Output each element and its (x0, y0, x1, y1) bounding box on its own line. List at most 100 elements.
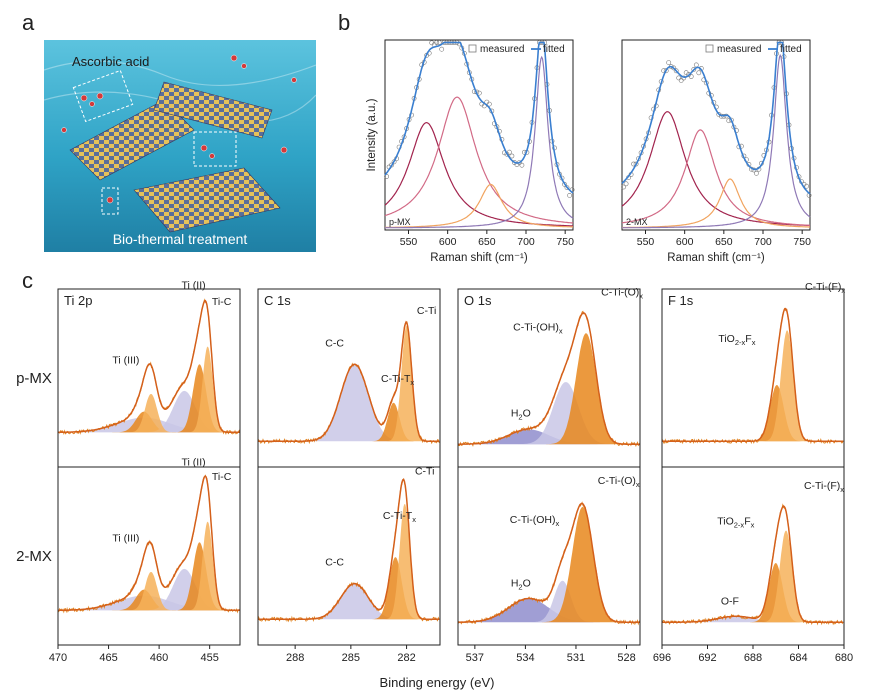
plot-frame (621, 39, 811, 231)
x-tick-label: 684 (789, 652, 807, 664)
measured-point (676, 75, 682, 81)
x-tick-label: 465 (99, 652, 117, 664)
xps-envelope-line (258, 320, 440, 442)
measured-point (519, 162, 525, 168)
fit-component-peak (384, 55, 574, 229)
peak-label: Ti (II) (182, 280, 206, 292)
x-tick-label: 470 (49, 652, 67, 664)
xps-envelope-line (258, 478, 440, 620)
x-tick-label: 696 (653, 652, 671, 664)
peak-label: C-Ti-(O)x (598, 475, 640, 489)
x-axis-label: Binding energy (eV) (380, 675, 495, 690)
x-tick-label: 550 (400, 236, 418, 248)
ascorbic-acid-label: Ascorbic acid (72, 54, 149, 69)
peak-label: C-Ti-Tx (381, 373, 414, 387)
peak-label: Ti-C (212, 471, 232, 483)
xps-region-title: C 1s (264, 293, 291, 308)
x-tick-label: 600 (676, 236, 694, 248)
peak-label: Ti (III) (112, 532, 139, 544)
measured-point (567, 192, 572, 198)
peak-label: H2O (511, 578, 531, 592)
panel-label-a: a (22, 10, 35, 35)
fit-component-peak (621, 129, 811, 226)
xps-component-peak (662, 385, 844, 442)
peak-label: C-Ti-Tx (383, 510, 416, 524)
fit-component-peak (622, 53, 811, 229)
measured-point (434, 40, 440, 45)
measured-point (688, 74, 694, 79)
measured-point (623, 181, 629, 187)
legend-label-measured: measured (717, 44, 761, 55)
row-label: p-MX (16, 370, 52, 387)
x-tick-label: 700 (754, 236, 772, 248)
xps-envelope-line (662, 307, 844, 442)
x-tick-label: 650 (715, 236, 733, 248)
x-axis-label: Raman shift (cm⁻¹) (430, 252, 528, 264)
peak-label: C-Ti-(O)x (601, 287, 643, 301)
measured-point (666, 60, 672, 65)
xps-envelope-line (58, 475, 240, 612)
xps-component-peak (458, 382, 640, 445)
x-tick-label: 528 (617, 652, 635, 664)
measured-point (486, 101, 492, 107)
xps-component-peak (58, 394, 240, 433)
xps-component-peak (58, 572, 240, 611)
plot-frame (384, 39, 574, 231)
xps-component-peak (58, 364, 240, 433)
peak-label: C-C (325, 337, 344, 349)
measured-point (506, 149, 512, 155)
x-tick-label: 550 (637, 236, 655, 248)
measured-point (804, 183, 809, 189)
measured-point (621, 184, 626, 190)
x-tick-label: 692 (698, 652, 716, 664)
y-axis-label: Intensity (a.u.) (366, 98, 378, 171)
measured-point (671, 65, 677, 71)
measured-point (564, 185, 570, 190)
measured-point (663, 68, 669, 74)
xps-component-peak (58, 542, 240, 611)
highlight-box (72, 69, 134, 123)
plot-frame (57, 466, 241, 646)
measured-point (436, 40, 442, 45)
raman-figure: 550 600 650 700 750 Raman shift (cm⁻¹) Intensi… (366, 39, 812, 264)
xps-component-peak (258, 326, 440, 442)
xps-region-title: Ti 2p (64, 293, 92, 308)
fit-component-peak (384, 96, 574, 224)
xps-region-title: O 1s (464, 293, 492, 308)
raman-chart-p-MX: 550 600 650 700 750 Raman shift (cm⁻¹) Intensi… (366, 39, 575, 264)
plot-frame (457, 466, 641, 646)
ascorbic-acid-molecule (61, 54, 297, 204)
xps-component-peak (662, 563, 844, 623)
xps-component-peak (458, 506, 640, 623)
xps-component-peak (258, 364, 440, 442)
plot-frame (257, 466, 441, 646)
xps-envelope-line (458, 312, 640, 445)
xps-panel-p-MX-F1s: TiO2-xFx C-Ti-(F)x F 1s (661, 281, 845, 468)
panel-label-b: b (338, 10, 351, 35)
xps-component-peak (458, 598, 640, 623)
xps-component-peak (258, 504, 440, 620)
xps-component-peak (258, 583, 440, 620)
x-tick-label: 282 (397, 652, 415, 664)
x-tick-label: 534 (516, 652, 534, 664)
peak-label: TiO2-xFx (717, 515, 754, 529)
xps-component-peak (458, 333, 640, 445)
legend-marker-measured (705, 44, 714, 53)
xps-component-peak (258, 402, 440, 442)
peak-label: C-Ti-(OH)x (513, 321, 563, 335)
fit-component-peak (385, 183, 573, 228)
peak-label: O-F (721, 595, 739, 607)
xps-panel-p-MX-C1s: C-C C-Ti-Tx C-Ti C 1s (257, 288, 441, 468)
measured-point (681, 75, 687, 81)
measured-point (384, 174, 389, 179)
xps-component-peak (662, 530, 844, 623)
x-axis-label: Raman shift (cm⁻¹) (667, 252, 765, 264)
xps-panel-p-MX-O1s: H2O C-Ti-(OH)x C-Ti-(O)x O 1s (457, 287, 643, 468)
measured-point (754, 170, 759, 176)
sample-label: 2-MX (626, 217, 648, 227)
bio-thermal-label: Bio-thermal treatment (113, 231, 248, 247)
panel-label-c: c (22, 268, 33, 293)
xps-region-title: F 1s (668, 293, 694, 308)
peak-label: C-Ti-(OH)x (510, 514, 560, 528)
measured-point (691, 67, 697, 72)
